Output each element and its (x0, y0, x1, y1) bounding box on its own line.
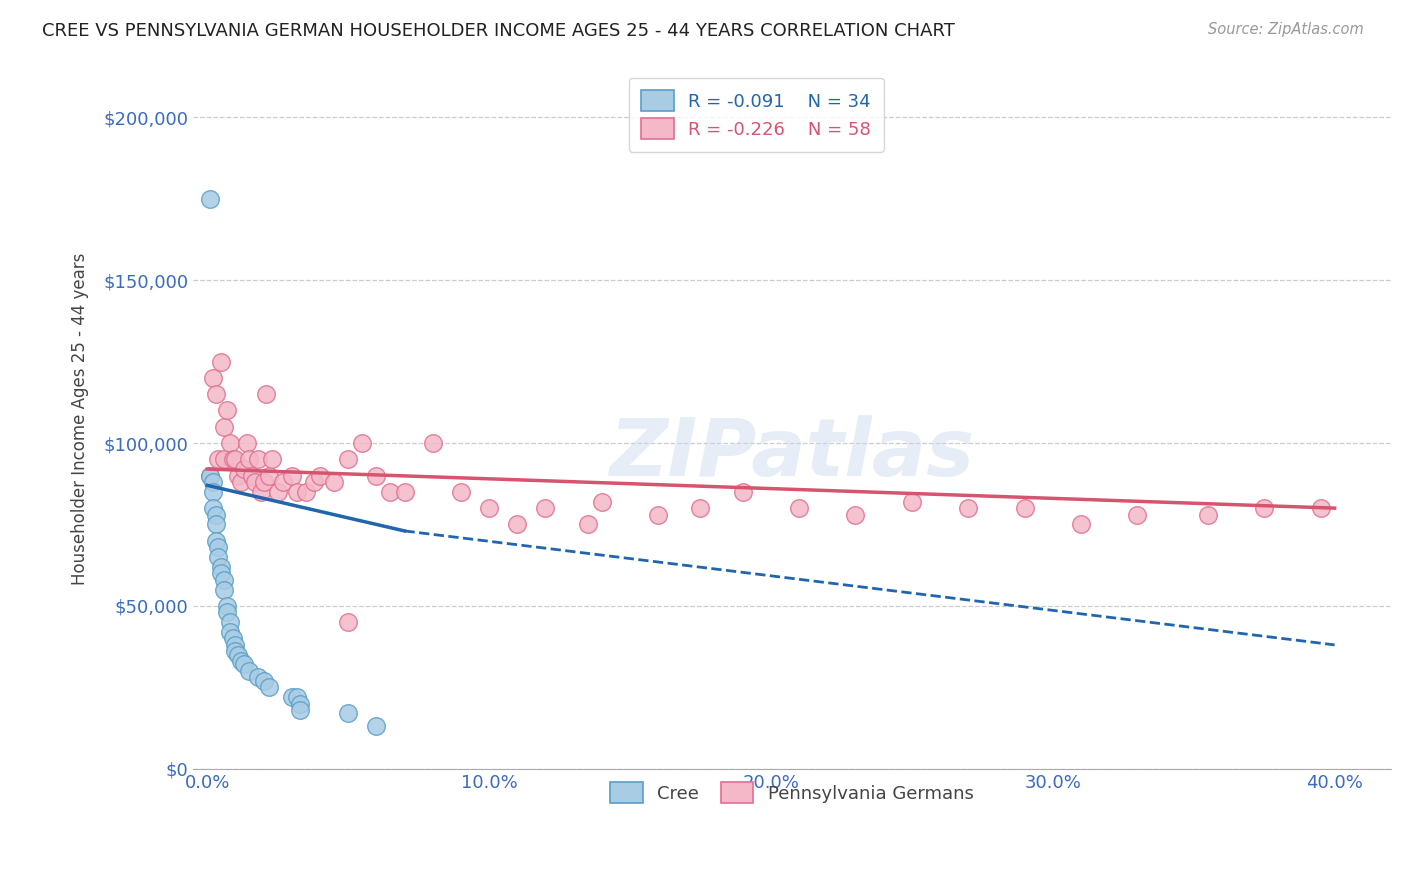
Point (232, 462, 254, 476)
Point (337, 452, 360, 467)
Point (212, 452, 235, 467)
Point (240, 468, 263, 483)
Point (246, 670, 269, 684)
Point (591, 494, 613, 508)
Text: ZIPatlas: ZIPatlas (610, 415, 974, 492)
Point (229, 475, 252, 489)
Point (243, 475, 266, 489)
Point (204, 517, 226, 532)
Point (352, 436, 374, 450)
Point (204, 533, 226, 548)
Point (450, 484, 472, 499)
Point (235, 436, 257, 450)
Point (218, 615, 240, 629)
Point (337, 706, 360, 721)
Point (1253, 501, 1275, 516)
Point (252, 673, 274, 688)
Point (281, 468, 304, 483)
Point (224, 638, 246, 652)
Point (689, 501, 711, 516)
Point (266, 484, 288, 499)
Point (380, 484, 402, 499)
Point (207, 452, 229, 467)
Point (257, 680, 280, 694)
Point (207, 549, 229, 564)
Point (957, 501, 980, 516)
Point (290, 703, 312, 717)
Point (1309, 501, 1331, 516)
Point (198, 192, 221, 206)
Point (647, 508, 669, 522)
Point (224, 644, 246, 658)
Point (198, 468, 221, 483)
Point (844, 508, 866, 522)
Point (215, 403, 238, 417)
Point (254, 387, 277, 401)
Point (576, 517, 599, 532)
Point (323, 475, 346, 489)
Point (1014, 501, 1036, 516)
Point (221, 452, 243, 467)
Point (394, 484, 416, 499)
Point (198, 468, 221, 483)
Point (238, 452, 260, 467)
Point (209, 559, 232, 574)
Legend: Cree, Pennsylvania Germans: Cree, Pennsylvania Germans (598, 770, 987, 815)
Point (246, 452, 269, 467)
Point (204, 508, 226, 522)
Text: CREE VS PENNSYLVANIA GERMAN HOUSEHOLDER INCOME AGES 25 - 44 YEARS CORRELATION CH: CREE VS PENNSYLVANIA GERMAN HOUSEHOLDER … (42, 22, 955, 40)
Point (201, 371, 224, 385)
Y-axis label: Householder Income Ages 25 - 44 years: Householder Income Ages 25 - 44 years (72, 252, 89, 585)
Point (238, 664, 260, 678)
Point (218, 624, 240, 639)
Point (215, 605, 238, 619)
Point (226, 648, 249, 662)
Point (1197, 508, 1219, 522)
Text: Source: ZipAtlas.com: Source: ZipAtlas.com (1208, 22, 1364, 37)
Point (731, 484, 754, 499)
Point (201, 501, 224, 516)
Point (309, 468, 332, 483)
Point (901, 494, 924, 508)
Point (204, 387, 226, 401)
Point (287, 690, 309, 704)
Point (212, 573, 235, 587)
Point (201, 475, 224, 489)
Point (212, 582, 235, 597)
Point (226, 468, 249, 483)
Point (249, 484, 271, 499)
Point (260, 452, 283, 467)
Point (787, 501, 810, 516)
Point (209, 354, 232, 368)
Point (366, 468, 388, 483)
Point (304, 475, 326, 489)
Point (506, 517, 529, 532)
Point (252, 475, 274, 489)
Point (218, 436, 240, 450)
Point (271, 475, 294, 489)
Point (366, 719, 388, 733)
Point (290, 697, 312, 711)
Point (229, 654, 252, 668)
Point (422, 436, 444, 450)
Point (224, 452, 246, 467)
Point (221, 632, 243, 646)
Point (287, 484, 309, 499)
Point (281, 690, 304, 704)
Point (295, 484, 318, 499)
Point (337, 615, 360, 629)
Point (232, 657, 254, 672)
Point (201, 484, 224, 499)
Point (215, 599, 238, 613)
Point (1070, 517, 1092, 532)
Point (207, 540, 229, 554)
Point (478, 501, 501, 516)
Point (209, 566, 232, 581)
Point (257, 468, 280, 483)
Point (212, 419, 235, 434)
Point (1126, 508, 1149, 522)
Point (534, 501, 557, 516)
